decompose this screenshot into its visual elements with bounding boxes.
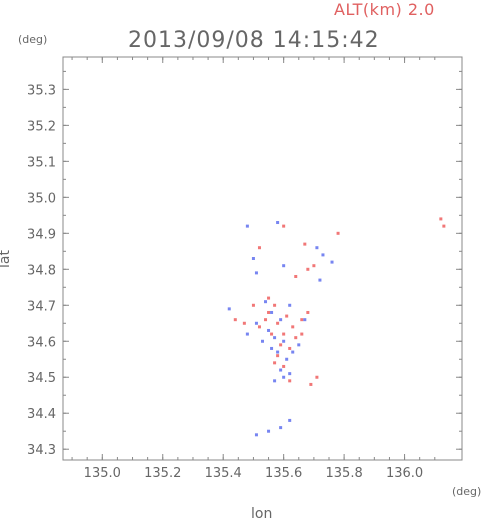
data-point-negative: [330, 260, 334, 264]
data-point-positive: [273, 303, 277, 307]
data-point-negative: [276, 350, 280, 354]
data-point-positive: [288, 346, 292, 350]
data-point-negative: [245, 224, 249, 228]
data-point-negative: [270, 310, 274, 314]
data-point-negative: [288, 303, 292, 307]
y-tick-label: 35.2: [27, 119, 56, 134]
data-point-positive: [442, 224, 446, 228]
data-point-negative: [297, 343, 301, 347]
data-point-negative: [279, 318, 283, 322]
data-point-positive: [270, 332, 274, 336]
data-point-positive: [251, 303, 255, 307]
x-tick-label: 135.2: [144, 466, 181, 481]
data-point-positive: [267, 296, 271, 300]
data-point-negative: [267, 429, 271, 433]
y-tick-label: 34.9: [27, 227, 56, 242]
data-point-negative: [279, 368, 283, 372]
data-point-positive: [300, 318, 304, 322]
data-point-positive: [273, 361, 277, 365]
data-point-negative: [264, 300, 268, 304]
data-point-negative: [254, 321, 258, 325]
data-point-negative: [273, 379, 277, 383]
data-point-negative: [254, 433, 258, 437]
x-tick-label: 135.8: [326, 466, 363, 481]
data-point-negative: [279, 426, 283, 430]
data-point-negative: [291, 350, 295, 354]
data-point-negative: [285, 357, 289, 361]
data-point-positive: [264, 318, 268, 322]
data-point-negative: [245, 332, 249, 336]
data-point-negative: [318, 278, 322, 282]
data-point-positive: [242, 321, 246, 325]
x-axis-label: lon: [251, 506, 273, 522]
y-tick-label: 34.5: [27, 371, 56, 386]
x-tick-label: 135.4: [205, 466, 242, 481]
data-point-negative: [251, 257, 255, 260]
data-point-negative: [282, 339, 286, 343]
plot-frame: [62, 56, 463, 461]
data-point-positive: [303, 242, 307, 246]
chart-title-timestamp: 2013/09/08 14:15:42: [128, 28, 380, 53]
y-tick-label: 34.6: [27, 335, 56, 350]
data-point-positive: [233, 318, 237, 322]
data-point-positive: [282, 224, 286, 228]
y-tick-label: 34.4: [27, 407, 56, 422]
data-point-negative: [315, 246, 319, 250]
data-point-negative: [270, 346, 274, 350]
data-point-positive: [315, 375, 319, 379]
data-point-negative: [288, 418, 292, 422]
y-tick-label: 35.3: [27, 83, 56, 98]
y-tick-label: 35.0: [27, 191, 56, 206]
altitude-label: ALT(km) 2.0: [334, 0, 435, 19]
x-axis-unit: (deg): [452, 485, 482, 498]
data-point-negative: [282, 264, 286, 268]
x-tick-label: 136.0: [386, 466, 423, 481]
data-point-negative: [254, 271, 258, 275]
data-point-positive: [288, 379, 292, 383]
data-point-positive: [279, 343, 283, 347]
data-point-negative: [276, 221, 280, 225]
data-point-negative: [273, 336, 277, 340]
x-tick-label: 135.6: [265, 466, 302, 481]
data-point-positive: [267, 310, 271, 314]
axis-ticks: 135.0 135.2 135.4 135.6 135.8 136.0 34.3 34.4 34…: [27, 57, 462, 481]
data-point-positive: [300, 332, 304, 336]
data-point-negative: [227, 307, 231, 311]
y-tick-label: 34.3: [27, 443, 56, 458]
data-point-positive: [294, 336, 298, 340]
x-tick-label: 135.0: [84, 466, 121, 481]
data-point-positive: [282, 364, 286, 368]
data-point-positive: [282, 332, 286, 336]
data-point-positive: [285, 314, 289, 318]
data-point-negative: [261, 339, 264, 343]
data-point-positive: [439, 217, 443, 221]
data-point-negative: [282, 375, 286, 379]
y-tick-label: 35.1: [27, 155, 56, 170]
data-point-positive: [312, 264, 316, 268]
data-point-positive: [309, 382, 313, 386]
data-point-positive: [336, 231, 340, 235]
y-axis-unit: (deg): [18, 33, 48, 46]
data-points: [227, 217, 446, 437]
data-point-positive: [291, 325, 295, 329]
data-point-negative: [303, 318, 307, 322]
data-point-negative: [288, 372, 292, 376]
data-point-positive: [257, 246, 261, 250]
data-point-positive: [306, 310, 310, 314]
data-point-positive: [257, 325, 261, 329]
data-point-positive: [306, 267, 310, 271]
data-point-positive: [276, 354, 280, 358]
data-point-negative: [267, 328, 271, 332]
data-point-positive: [294, 274, 298, 278]
y-tick-label: 34.8: [27, 263, 56, 278]
y-tick-label: 34.7: [27, 299, 56, 314]
data-point-negative: [321, 253, 325, 257]
data-point-positive: [276, 321, 280, 325]
